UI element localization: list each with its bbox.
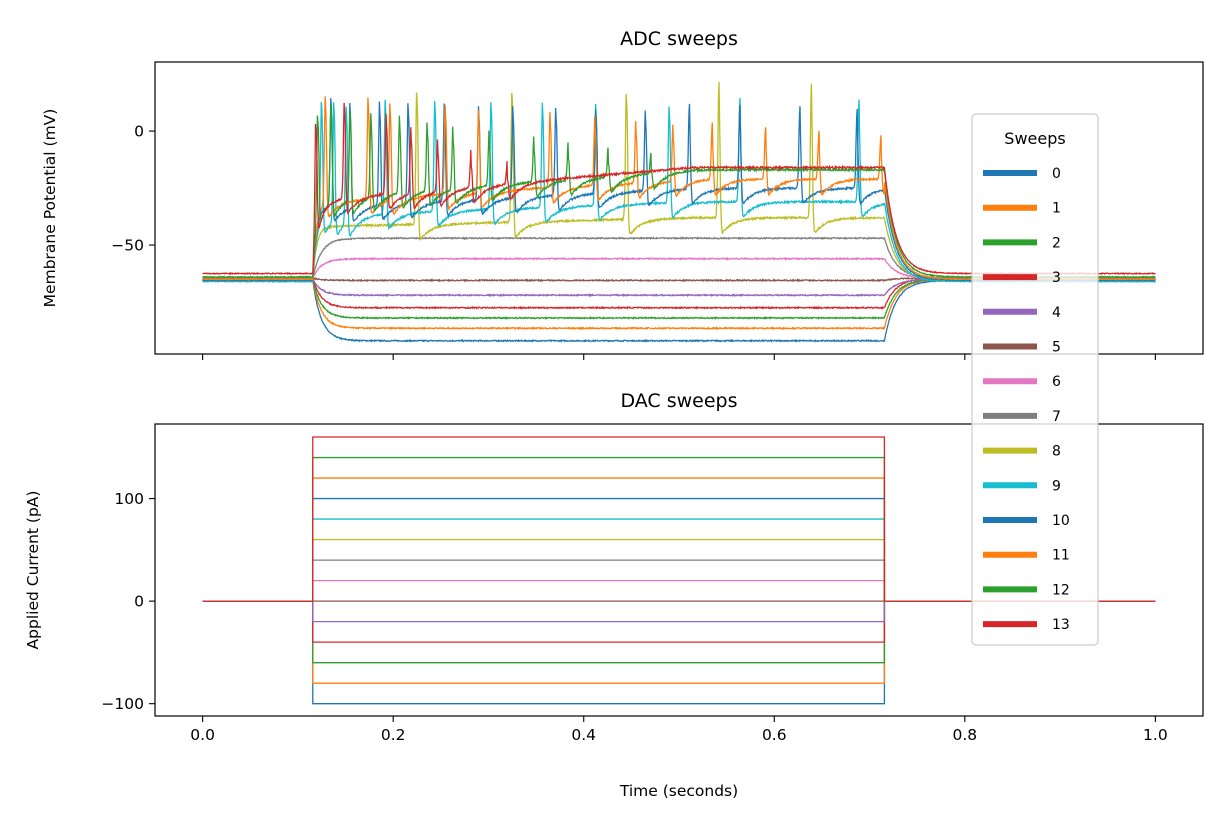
legend-label-11: 11 xyxy=(1052,548,1070,564)
y-tick-label: 0 xyxy=(134,593,144,611)
y-tick-label: −50 xyxy=(111,237,144,255)
legend-label-5: 5 xyxy=(1052,340,1061,356)
legend-label-10: 10 xyxy=(1052,513,1070,529)
x-tick-label: 0.8 xyxy=(952,726,977,744)
adc-axes-frame xyxy=(154,61,1204,355)
legend-label-8: 8 xyxy=(1052,444,1061,460)
x-tick-label: 0.2 xyxy=(381,726,406,744)
x-tick-label: 1.0 xyxy=(1143,726,1168,744)
legend-label-3: 3 xyxy=(1052,270,1061,286)
adc-title: ADC sweeps xyxy=(620,28,738,50)
x-tick-label: 0.0 xyxy=(190,726,215,744)
dac-xlabel: Time (seconds) xyxy=(619,782,738,800)
legend-label-13: 13 xyxy=(1052,617,1070,633)
legend-label-6: 6 xyxy=(1052,374,1061,390)
dac-ylabel: Applied Current (pA) xyxy=(24,491,42,650)
legend-label-12: 12 xyxy=(1052,582,1070,598)
legend-label-2: 2 xyxy=(1052,235,1061,251)
adc-ylabel: Membrane Potential (mV) xyxy=(41,109,59,308)
y-tick-label: −100 xyxy=(101,695,144,713)
legend-label-0: 0 xyxy=(1052,166,1061,182)
legend-label-9: 9 xyxy=(1052,478,1061,494)
dac-sweep-13-line xyxy=(202,436,1156,602)
dac-axes: DAC sweeps Applied Current (pA) Time (se… xyxy=(24,390,1204,800)
y-tick-label: 0 xyxy=(134,123,144,141)
dac-title: DAC sweeps xyxy=(620,390,737,412)
legend-label-1: 1 xyxy=(1052,201,1061,217)
legend-label-7: 7 xyxy=(1052,409,1061,425)
legend-title: Sweeps xyxy=(1004,129,1065,148)
legend-label-4: 4 xyxy=(1052,305,1061,321)
y-tick-label: 100 xyxy=(114,490,144,508)
dac-axes-frame xyxy=(154,423,1204,717)
x-tick-label: 0.6 xyxy=(762,726,787,744)
x-tick-label: 0.4 xyxy=(571,726,596,744)
